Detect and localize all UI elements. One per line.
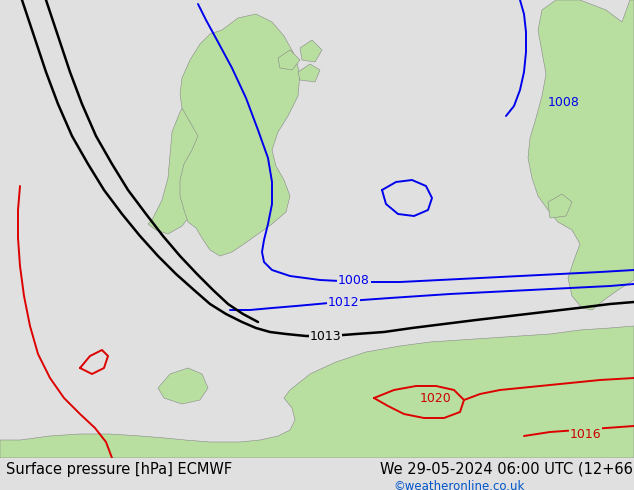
Text: 1012: 1012 — [328, 296, 359, 310]
Text: We 29-05-2024 06:00 UTC (12+66): We 29-05-2024 06:00 UTC (12+66) — [380, 462, 634, 477]
Polygon shape — [148, 92, 214, 234]
Polygon shape — [180, 14, 300, 256]
Polygon shape — [528, 0, 634, 310]
Text: 1013: 1013 — [310, 330, 342, 343]
Polygon shape — [158, 368, 208, 404]
Text: 1008: 1008 — [338, 274, 370, 288]
Polygon shape — [0, 326, 634, 458]
Polygon shape — [548, 194, 572, 218]
Polygon shape — [278, 50, 300, 70]
Text: ©weatheronline.co.uk: ©weatheronline.co.uk — [393, 480, 524, 490]
Text: 1008: 1008 — [548, 96, 580, 108]
Polygon shape — [300, 40, 322, 62]
Text: 1020: 1020 — [420, 392, 452, 405]
Text: Surface pressure [hPa] ECMWF: Surface pressure [hPa] ECMWF — [6, 462, 233, 477]
Text: 1016: 1016 — [570, 427, 602, 441]
Polygon shape — [298, 64, 320, 82]
